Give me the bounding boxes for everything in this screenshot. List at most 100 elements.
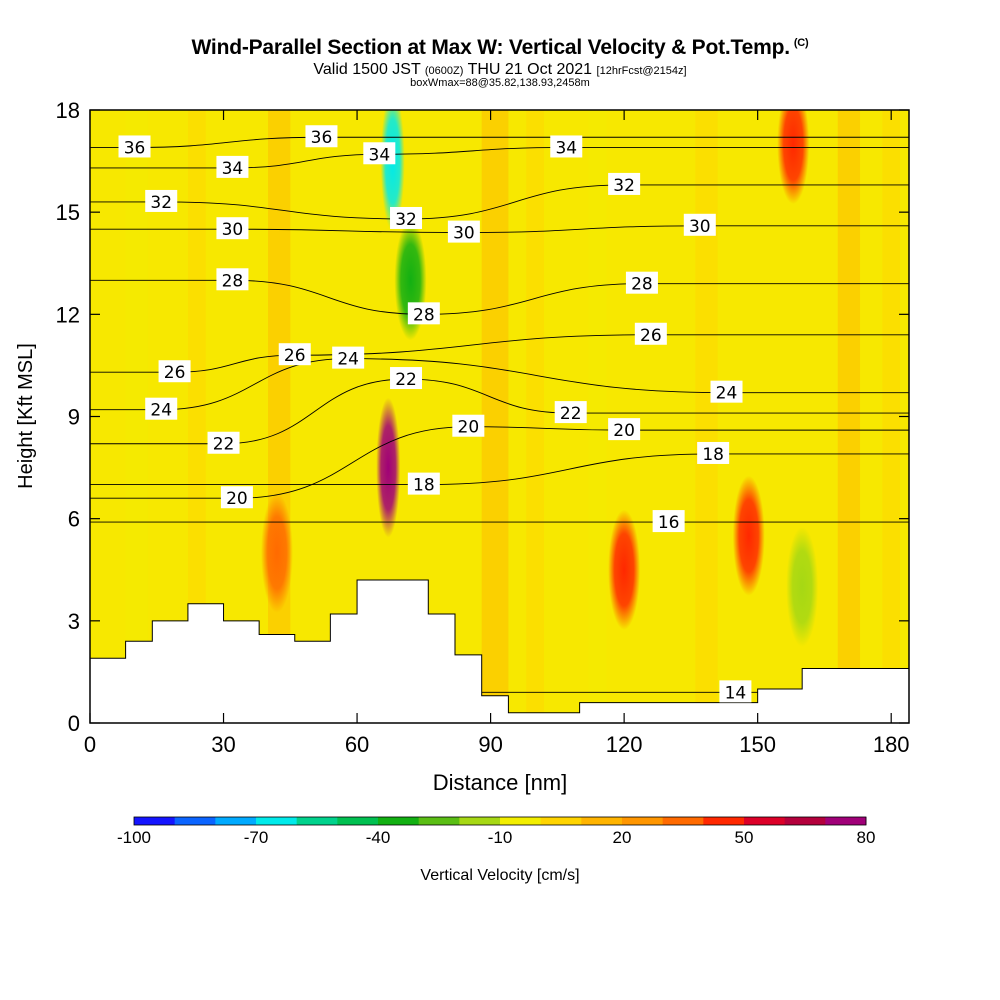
x-axis-title: Distance [nm] bbox=[433, 770, 568, 795]
theta-label: 32 bbox=[390, 206, 423, 230]
colorbar-swatch bbox=[540, 817, 582, 825]
vv-feature bbox=[786, 526, 819, 647]
theta-label: 30 bbox=[447, 220, 480, 244]
colorbar-swatch bbox=[296, 817, 338, 825]
theta-label: 18 bbox=[697, 441, 730, 465]
theta-label: 28 bbox=[407, 302, 440, 325]
colorbar-frame bbox=[133, 816, 867, 826]
y-tick-label: 6 bbox=[68, 507, 80, 532]
x-tick-label: 180 bbox=[873, 732, 910, 757]
y-axis-title: Height [Kft MSL] bbox=[15, 343, 37, 489]
svg-text:22: 22 bbox=[213, 435, 235, 455]
svg-text:24: 24 bbox=[150, 401, 172, 421]
theta-label: 32 bbox=[608, 172, 641, 196]
y-tick-label: 12 bbox=[56, 302, 80, 327]
colorbar-swatch bbox=[174, 817, 216, 825]
svg-text:24: 24 bbox=[716, 384, 738, 404]
colorbar-swatch bbox=[378, 817, 420, 825]
colorbar-swatch bbox=[703, 817, 745, 825]
svg-text:28: 28 bbox=[631, 275, 653, 295]
colorbar-tick-label: -100 bbox=[117, 828, 151, 847]
svg-text:22: 22 bbox=[560, 404, 582, 424]
theta-label: 22 bbox=[554, 401, 587, 424]
vv-streak bbox=[695, 110, 718, 723]
theta-contour bbox=[90, 378, 909, 445]
theta-label: 30 bbox=[683, 213, 716, 237]
theta-label: 28 bbox=[625, 271, 658, 295]
colorbar-swatch bbox=[256, 817, 298, 825]
vv-feature bbox=[608, 509, 641, 630]
svg-text:20: 20 bbox=[458, 418, 480, 438]
vv-streak bbox=[882, 110, 901, 723]
theta-contour bbox=[90, 279, 909, 315]
svg-text:30: 30 bbox=[453, 224, 475, 244]
svg-text:18: 18 bbox=[702, 445, 724, 465]
colorbar-swatch bbox=[784, 817, 826, 825]
vv-streak bbox=[481, 110, 509, 723]
y-tick-label: 9 bbox=[68, 405, 80, 430]
svg-text:34: 34 bbox=[555, 138, 577, 158]
svg-text:26: 26 bbox=[284, 346, 306, 366]
theta-label: 34 bbox=[363, 142, 396, 165]
svg-text:34: 34 bbox=[369, 145, 391, 165]
vv-feature bbox=[777, 110, 810, 205]
colorbar-tick-label: -70 bbox=[244, 828, 269, 847]
svg-text:20: 20 bbox=[613, 421, 635, 441]
vv-streak bbox=[268, 110, 291, 723]
vv-streak bbox=[187, 110, 206, 723]
colorbar-swatch bbox=[662, 817, 704, 825]
x-tick-label: 90 bbox=[478, 732, 502, 757]
colorbar-swatch bbox=[622, 817, 664, 825]
y-tick-label: 3 bbox=[68, 609, 80, 634]
theta-label: 14 bbox=[719, 680, 752, 703]
colorbar-title: Vertical Velocity [cm/s] bbox=[420, 867, 579, 884]
vv-streak bbox=[837, 110, 861, 723]
svg-text:16: 16 bbox=[658, 513, 680, 533]
svg-text:24: 24 bbox=[337, 350, 359, 370]
svg-text:18: 18 bbox=[413, 476, 435, 496]
y-tick-label: 18 bbox=[56, 98, 80, 123]
box-wmax-info: boxWmax=88@35.82,138.93,2458m bbox=[410, 77, 590, 89]
svg-text:36: 36 bbox=[311, 128, 333, 148]
colorbar-tick-label: -40 bbox=[366, 828, 391, 847]
colorbar-swatch bbox=[825, 817, 867, 825]
svg-text:26: 26 bbox=[164, 363, 186, 383]
theta-label: 16 bbox=[652, 510, 685, 533]
svg-text:30: 30 bbox=[222, 220, 244, 240]
colorbar-swatch bbox=[500, 817, 542, 825]
vv-streak bbox=[526, 110, 545, 723]
vv-feature bbox=[376, 397, 401, 538]
colorbar-tick-label: 50 bbox=[735, 828, 754, 847]
colorbar-swatch bbox=[581, 817, 623, 825]
svg-text:26: 26 bbox=[640, 326, 662, 346]
x-tick-label: 30 bbox=[211, 732, 235, 757]
theta-label: 32 bbox=[145, 189, 178, 213]
theta-contour bbox=[90, 453, 909, 486]
colorbar-swatch bbox=[418, 817, 460, 825]
theta-label: 26 bbox=[278, 343, 311, 366]
colorbar-swatch bbox=[459, 817, 501, 825]
theta-label: 36 bbox=[305, 125, 338, 148]
y-tick-label: 0 bbox=[68, 711, 80, 736]
x-tick-label: 150 bbox=[739, 732, 776, 757]
x-tick-label: 120 bbox=[606, 732, 643, 757]
theta-label: 36 bbox=[118, 135, 151, 158]
svg-text:28: 28 bbox=[222, 271, 244, 291]
svg-text:32: 32 bbox=[613, 176, 635, 196]
theta-label: 24 bbox=[710, 380, 743, 404]
svg-text:22: 22 bbox=[395, 370, 417, 390]
y-tick-label: 15 bbox=[56, 200, 80, 225]
svg-text:32: 32 bbox=[395, 210, 417, 230]
theta-label: 30 bbox=[216, 217, 249, 240]
colorbar-tick-label: 20 bbox=[613, 828, 632, 847]
theta-label: 22 bbox=[207, 431, 240, 455]
theta-label: 20 bbox=[608, 418, 641, 441]
vv-feature bbox=[380, 110, 405, 232]
svg-text:30: 30 bbox=[689, 217, 711, 237]
svg-text:20: 20 bbox=[226, 489, 248, 509]
theta-label: 28 bbox=[216, 268, 249, 291]
colorbar-swatch bbox=[134, 817, 176, 825]
theta-contour bbox=[90, 147, 909, 169]
vv-feature bbox=[732, 475, 765, 596]
